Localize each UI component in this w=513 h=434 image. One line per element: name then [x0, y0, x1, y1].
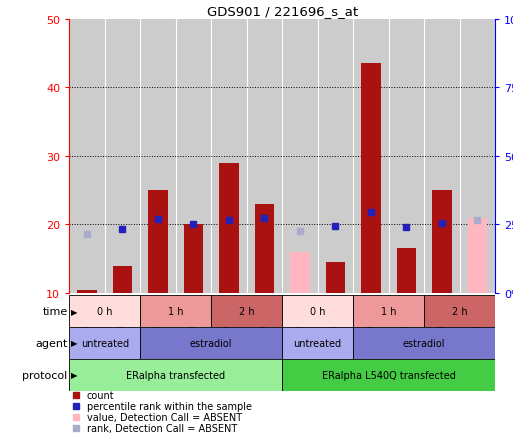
Text: protocol: protocol: [23, 370, 68, 380]
Bar: [397, 249, 416, 293]
Title: GDS901 / 221696_s_at: GDS901 / 221696_s_at: [207, 5, 358, 18]
Bar: [140, 296, 211, 327]
Bar: [77, 290, 97, 293]
Bar: [211, 296, 282, 327]
Bar: [353, 327, 495, 359]
Bar: [69, 20, 105, 293]
Bar: [69, 359, 282, 391]
Bar: [69, 296, 140, 327]
Bar: [175, 20, 211, 293]
Text: 2 h: 2 h: [239, 306, 254, 316]
Text: rank, Detection Call = ABSENT: rank, Detection Call = ABSENT: [87, 423, 237, 433]
Bar: [105, 20, 140, 293]
Text: agent: agent: [35, 338, 68, 348]
Bar: [282, 327, 353, 359]
Bar: [211, 20, 247, 293]
Bar: [318, 20, 353, 293]
Bar: [460, 20, 495, 293]
Bar: [424, 296, 495, 327]
Bar: [184, 225, 203, 293]
Bar: [140, 20, 175, 293]
Bar: [282, 359, 495, 391]
Bar: [353, 20, 388, 293]
Bar: [467, 218, 487, 293]
Text: estradiol: estradiol: [403, 338, 445, 348]
Bar: [432, 191, 451, 293]
Text: percentile rank within the sample: percentile rank within the sample: [87, 401, 252, 411]
Bar: [282, 296, 353, 327]
Bar: [361, 64, 381, 293]
Bar: [353, 296, 424, 327]
Text: ▶: ▶: [71, 370, 77, 379]
Text: ▶: ▶: [71, 307, 77, 316]
Text: estradiol: estradiol: [190, 338, 232, 348]
Bar: [388, 20, 424, 293]
Text: 0 h: 0 h: [310, 306, 325, 316]
Text: untreated: untreated: [81, 338, 129, 348]
Text: 0 h: 0 h: [97, 306, 112, 316]
Bar: [140, 327, 282, 359]
Text: 1 h: 1 h: [381, 306, 397, 316]
Bar: [219, 163, 239, 293]
Bar: [247, 20, 282, 293]
Text: ▶: ▶: [71, 339, 77, 348]
Text: 2 h: 2 h: [452, 306, 467, 316]
Text: time: time: [43, 306, 68, 316]
Text: ERalpha transfected: ERalpha transfected: [126, 370, 225, 380]
Bar: [326, 263, 345, 293]
Text: untreated: untreated: [293, 338, 342, 348]
Bar: [290, 252, 310, 293]
Bar: [424, 20, 460, 293]
Text: count: count: [87, 391, 114, 401]
Bar: [113, 266, 132, 293]
Bar: [254, 204, 274, 293]
Bar: [282, 20, 318, 293]
Text: ERalpha L540Q transfected: ERalpha L540Q transfected: [322, 370, 456, 380]
Text: value, Detection Call = ABSENT: value, Detection Call = ABSENT: [87, 412, 242, 422]
Text: 1 h: 1 h: [168, 306, 184, 316]
Bar: [148, 191, 168, 293]
Bar: [69, 327, 140, 359]
